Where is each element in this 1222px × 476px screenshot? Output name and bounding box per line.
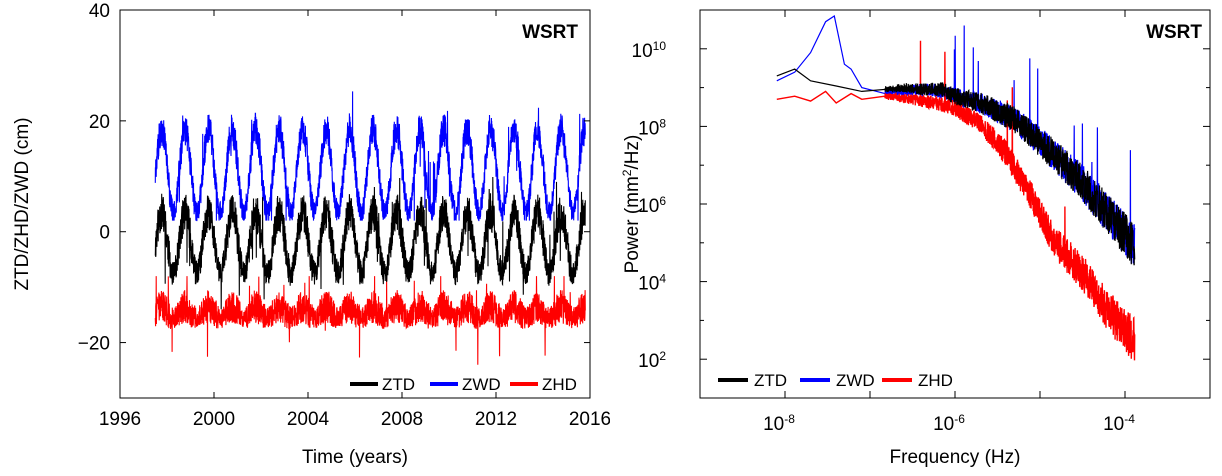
legend-label-zwd: ZWD	[836, 371, 875, 390]
panel-label: WSRT	[1146, 22, 1202, 43]
spectrum-line-zwd	[776, 15, 1136, 264]
y-tick-label: 40	[89, 1, 110, 22]
y-tick-label: 1010	[632, 39, 667, 62]
axis-ticks: 1996 2000 2004 2008 2012 2016 −20 0 20 40	[78, 1, 611, 430]
panel-label: WSRT	[522, 22, 578, 43]
y-axis-title-suffix: /Hz)	[622, 135, 643, 170]
legend-label-ztd: ZTD	[754, 371, 787, 390]
plot-frame	[119, 9, 591, 399]
x-tick-label: 2004	[287, 409, 330, 430]
y-axis-title-superscript: 2	[620, 169, 634, 176]
legend-label-zhd: ZHD	[918, 371, 953, 390]
time-series-svg: 1996 2000 2004 2008 2012 2016 −20 0 20 40 WSRT Ti…	[12, 1, 611, 468]
x-axis-title: Frequency (Hz)	[890, 447, 1021, 468]
spectrum-line-ztd	[776, 68, 1136, 266]
y-axis-title-prefix: Power (mm	[622, 176, 643, 273]
legend-label-ztd: ZTD	[382, 375, 415, 394]
series-line-zhd	[154, 276, 586, 365]
y-tick-label: 20	[89, 112, 110, 133]
y-tick-label: −20	[78, 334, 110, 355]
y-axis-title: ZTD/ZHD/ZWD (cm)	[12, 117, 33, 290]
power-spectrum-chart: 10-8 10-6 10-4 102 104 106 108 1010 WSRT Freque…	[612, 0, 1222, 471]
x-axis-title: Time (years)	[302, 447, 408, 468]
power-spectrum-svg: 10-8 10-6 10-4 102 104 106 108 1010 WSRT Freque…	[620, 9, 1211, 468]
y-tick-label: 102	[638, 349, 666, 372]
time-series-chart: 1996 2000 2004 2008 2012 2016 −20 0 20 40 WSRT Ti…	[0, 0, 611, 471]
legend: ZTD ZWD ZHD	[350, 375, 577, 394]
x-tick-label: 2000	[193, 409, 235, 430]
legend: ZTD ZWD ZHD	[718, 371, 953, 390]
x-tick-label: 10-6	[933, 412, 965, 435]
y-tick-label: 104	[638, 272, 666, 295]
series-line-ztd	[154, 176, 586, 310]
x-tick-label: 1996	[99, 409, 141, 430]
x-tick-label: 2012	[475, 409, 517, 430]
x-tick-label: 10-4	[1103, 412, 1135, 435]
x-tick-label: 10-8	[763, 412, 795, 435]
axis-ticks: 10-8 10-6 10-4 102 104 106 108 1010	[632, 9, 1211, 435]
legend-label-zhd: ZHD	[542, 375, 577, 394]
y-tick-label: 0	[99, 223, 110, 244]
y-axis-title: Power (mm2/Hz)	[620, 135, 643, 274]
spectrum-line-zhd	[776, 40, 1136, 361]
series-line-zwd	[154, 91, 586, 222]
y-tick-label: 108	[638, 116, 666, 139]
x-tick-label: 2008	[381, 409, 423, 430]
x-tick-label: 2016	[569, 409, 610, 430]
legend-label-zwd: ZWD	[462, 375, 501, 394]
time-series-lines	[154, 91, 586, 365]
y-tick-label: 106	[638, 194, 666, 217]
spectrum-lines	[776, 15, 1136, 361]
